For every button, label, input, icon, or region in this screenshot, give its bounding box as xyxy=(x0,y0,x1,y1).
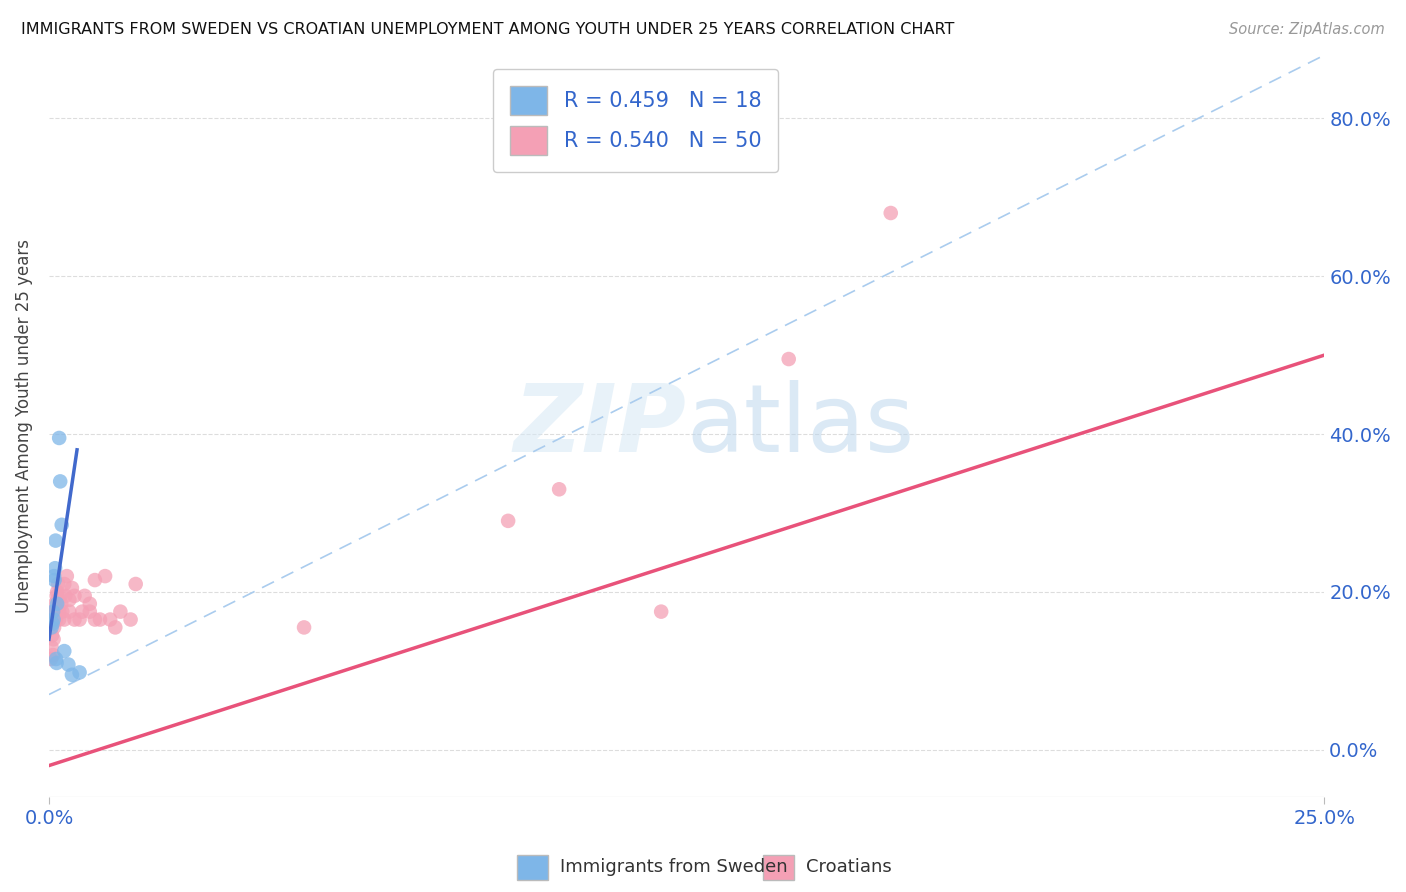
Point xyxy=(120,613,142,627)
Point xyxy=(69,613,91,627)
Point xyxy=(89,613,111,627)
Point xyxy=(48,605,70,619)
Point xyxy=(45,652,67,666)
Point xyxy=(44,573,66,587)
Point xyxy=(45,533,67,548)
Text: Croatians: Croatians xyxy=(806,858,891,876)
Point xyxy=(58,605,80,619)
Legend: R = 0.459   N = 18, R = 0.540   N = 50: R = 0.459 N = 18, R = 0.540 N = 50 xyxy=(494,70,779,172)
Point xyxy=(42,648,65,662)
Point xyxy=(83,613,105,627)
Point xyxy=(46,592,69,607)
Point xyxy=(60,581,83,595)
Point xyxy=(69,665,91,680)
Point xyxy=(53,613,76,627)
Text: ZIP: ZIP xyxy=(513,380,686,472)
Point xyxy=(94,569,117,583)
Point xyxy=(41,640,63,655)
Point xyxy=(42,620,65,634)
Point xyxy=(45,656,67,670)
Point xyxy=(70,605,93,619)
Point xyxy=(79,605,101,619)
Point xyxy=(56,569,79,583)
Point xyxy=(79,597,101,611)
Point xyxy=(42,632,65,647)
Point xyxy=(45,589,67,603)
Point xyxy=(53,589,76,603)
Point xyxy=(51,605,73,619)
Point xyxy=(73,589,96,603)
Point xyxy=(41,620,63,634)
Point xyxy=(83,573,105,587)
Point xyxy=(45,613,67,627)
Point xyxy=(46,597,69,611)
Text: IMMIGRANTS FROM SWEDEN VS CROATIAN UNEMPLOYMENT AMONG YOUTH UNDER 25 YEARS CORRE: IMMIGRANTS FROM SWEDEN VS CROATIAN UNEMP… xyxy=(21,22,955,37)
Point xyxy=(49,589,72,603)
Point xyxy=(51,597,73,611)
Point xyxy=(41,616,63,631)
Point xyxy=(41,628,63,642)
Point xyxy=(58,592,80,607)
Point xyxy=(44,597,66,611)
Point xyxy=(48,431,70,445)
Point xyxy=(53,644,76,658)
Point xyxy=(48,613,70,627)
Point xyxy=(41,616,63,631)
Point xyxy=(292,620,315,634)
Point xyxy=(63,589,86,603)
Point xyxy=(44,605,66,619)
Point xyxy=(650,605,672,619)
Point xyxy=(58,657,80,672)
Text: Source: ZipAtlas.com: Source: ZipAtlas.com xyxy=(1229,22,1385,37)
Point xyxy=(45,605,67,619)
Point xyxy=(46,577,69,591)
Text: atlas: atlas xyxy=(686,380,915,472)
Point xyxy=(42,613,65,627)
Point xyxy=(778,352,800,367)
Point xyxy=(496,514,519,528)
Point xyxy=(125,577,148,591)
Point xyxy=(42,613,65,627)
Point xyxy=(42,605,65,619)
Point xyxy=(44,561,66,575)
Point xyxy=(51,517,73,532)
Point xyxy=(548,483,571,497)
Point xyxy=(46,585,69,599)
Point xyxy=(880,206,903,220)
Point xyxy=(110,605,132,619)
Point xyxy=(49,475,72,489)
Point xyxy=(98,613,121,627)
Point xyxy=(53,577,76,591)
Point xyxy=(104,620,127,634)
Point xyxy=(60,667,83,681)
Text: Immigrants from Sweden: Immigrants from Sweden xyxy=(560,858,787,876)
Point xyxy=(63,613,86,627)
Point xyxy=(42,569,65,583)
Y-axis label: Unemployment Among Youth under 25 years: Unemployment Among Youth under 25 years xyxy=(15,239,32,613)
Point xyxy=(39,652,62,666)
